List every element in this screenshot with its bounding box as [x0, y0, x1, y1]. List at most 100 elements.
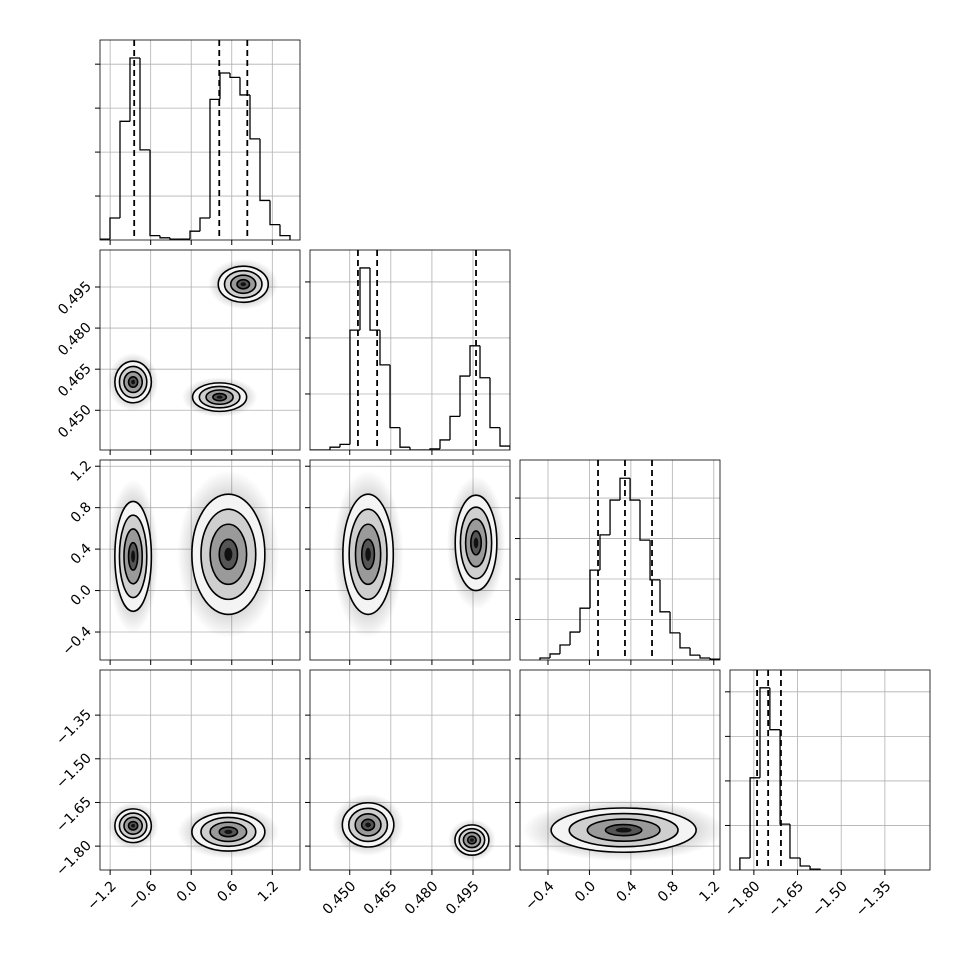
histogram-step — [209, 98, 220, 219]
x-tick-label: 0.465 — [361, 878, 401, 918]
x-tick-label: 0.0 — [572, 878, 599, 905]
density-contour — [473, 537, 479, 549]
x-tick-label: 0.450 — [320, 878, 360, 918]
y-tick-label: −1.50 — [53, 750, 95, 792]
histogram-step — [409, 447, 420, 450]
x-tick-label: 0.480 — [402, 878, 442, 918]
histogram-step — [119, 120, 130, 219]
histogram-step — [249, 94, 260, 140]
histogram-step — [549, 653, 560, 658]
histogram-step — [649, 540, 660, 581]
histogram-step — [539, 657, 551, 660]
histogram-step — [329, 446, 340, 450]
histogram-step — [659, 579, 671, 613]
density-contour — [131, 379, 136, 385]
x-tick-label: −0.4 — [522, 878, 557, 913]
panel-frame — [519, 669, 721, 871]
y-tick-label: 0.8 — [68, 499, 95, 526]
histogram-step — [669, 611, 680, 634]
histogram-step — [769, 687, 781, 731]
histogram-step — [229, 72, 240, 79]
y-tick-label: 0.465 — [55, 361, 95, 401]
panel — [100, 40, 300, 240]
histogram-step — [369, 267, 380, 331]
histogram-step — [149, 149, 160, 237]
y-tick-label: −1.65 — [53, 794, 95, 836]
x-tick-label: 1.2 — [255, 878, 282, 905]
x-tick-label: −1.65 — [766, 878, 808, 920]
histogram-step — [629, 478, 640, 501]
histogram-step — [199, 217, 210, 232]
x-tick-label: −1.2 — [84, 878, 119, 913]
panel-frame — [309, 459, 511, 661]
histogram-step — [809, 865, 821, 870]
histogram-step — [799, 857, 811, 867]
x-tick-label: 0.4 — [613, 878, 640, 905]
histogram-step — [589, 569, 600, 609]
histogram-step — [679, 632, 691, 649]
x-tick-label: 1.2 — [696, 878, 723, 905]
histogram-step — [439, 439, 450, 449]
x-tick-label: 0.8 — [655, 878, 682, 905]
panel-frame — [309, 669, 511, 871]
panel — [100, 670, 300, 870]
x-tick-label: 0.6 — [214, 878, 241, 905]
density-contour — [224, 547, 233, 561]
histogram-step — [569, 631, 580, 646]
histogram-step — [559, 644, 571, 654]
panel-frame — [309, 249, 511, 451]
histogram-step — [139, 58, 150, 151]
histogram-step — [189, 230, 200, 240]
histogram-step — [339, 443, 350, 448]
y-tick-label: 0.495 — [55, 279, 95, 319]
x-tick-label: −1.50 — [809, 878, 851, 920]
histogram-step — [379, 330, 390, 366]
panel-frame — [99, 459, 301, 661]
y-tick-label: 0.0 — [68, 582, 95, 609]
histogram-step — [389, 364, 400, 429]
histogram-step — [239, 77, 250, 96]
panel — [310, 670, 510, 870]
histogram-step — [100, 238, 110, 240]
histogram-step — [219, 72, 230, 100]
histogram-step — [709, 657, 720, 660]
y-tick-label: 0.4 — [68, 541, 95, 568]
y-tick-label: 0.450 — [55, 402, 95, 442]
panel — [100, 460, 300, 660]
x-tick-label: 0.0 — [174, 878, 201, 905]
panel — [310, 460, 510, 660]
density-contour — [365, 822, 371, 828]
histogram-step — [129, 57, 140, 122]
density-contour — [615, 827, 632, 833]
histogram-step — [599, 534, 611, 571]
histogram-step — [269, 200, 280, 226]
x-tick-label: −0.6 — [125, 878, 160, 913]
histogram-step — [619, 477, 631, 501]
panel — [730, 670, 930, 870]
histogram-step — [109, 217, 120, 240]
histogram-step — [469, 345, 480, 377]
density-contour — [224, 829, 233, 834]
histogram-step — [579, 607, 591, 633]
panel-frame — [519, 459, 721, 661]
histogram-step — [349, 329, 360, 445]
histogram-step — [689, 647, 700, 656]
histogram-step — [479, 345, 490, 379]
histogram-step — [749, 777, 760, 858]
histogram-step — [639, 500, 651, 541]
density-contour — [131, 823, 136, 828]
panel — [520, 460, 720, 660]
density-contour — [131, 550, 136, 563]
panel — [520, 670, 720, 870]
panel — [310, 250, 510, 450]
y-tick-label: 0.480 — [55, 320, 95, 360]
histogram-step — [489, 377, 500, 429]
histogram-step — [499, 427, 510, 450]
density-contour — [365, 547, 371, 561]
y-tick-label: −0.4 — [59, 623, 94, 658]
histogram-step — [359, 267, 370, 331]
x-tick-label: −1.35 — [853, 878, 895, 920]
panel-frame — [729, 669, 931, 871]
density-contour — [216, 395, 223, 399]
